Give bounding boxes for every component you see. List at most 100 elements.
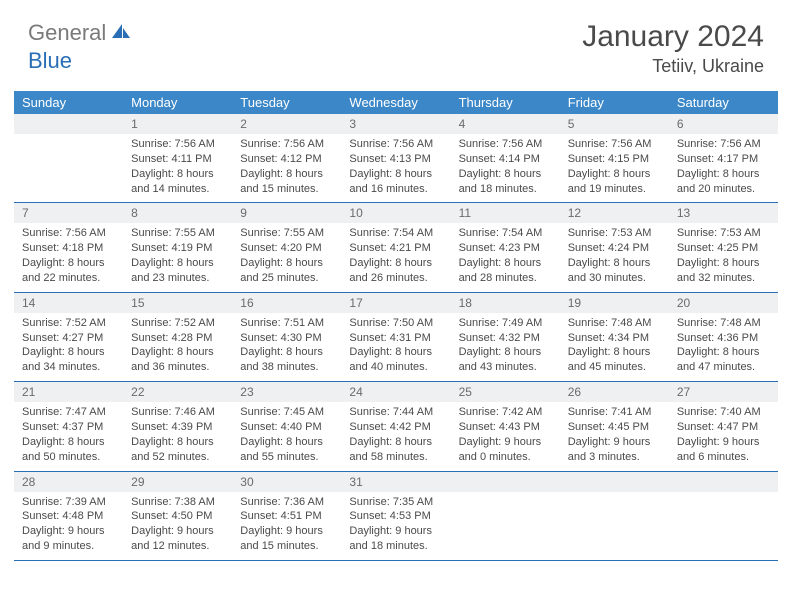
- day-number: 16: [232, 293, 341, 313]
- day-line: and 58 minutes.: [349, 450, 442, 465]
- day-body: Sunrise: 7:54 AMSunset: 4:21 PMDaylight:…: [341, 223, 450, 291]
- weekday-header: Wednesday: [341, 91, 450, 114]
- day-number: 14: [14, 293, 123, 313]
- empty-body: [451, 492, 560, 550]
- day-line: Daylight: 9 hours: [240, 524, 333, 539]
- day-cell: 12Sunrise: 7:53 AMSunset: 4:24 PMDayligh…: [560, 203, 669, 292]
- day-cell: [560, 471, 669, 560]
- day-number: 8: [123, 203, 232, 223]
- day-number: 31: [341, 472, 450, 492]
- day-body: Sunrise: 7:56 AMSunset: 4:14 PMDaylight:…: [451, 134, 560, 202]
- day-line: Daylight: 8 hours: [568, 167, 661, 182]
- day-body: Sunrise: 7:50 AMSunset: 4:31 PMDaylight:…: [341, 313, 450, 381]
- day-line: Sunset: 4:19 PM: [131, 241, 224, 256]
- day-cell: 15Sunrise: 7:52 AMSunset: 4:28 PMDayligh…: [123, 292, 232, 381]
- day-line: and 43 minutes.: [459, 360, 552, 375]
- day-line: Daylight: 8 hours: [240, 345, 333, 360]
- day-line: Sunset: 4:37 PM: [22, 420, 115, 435]
- day-line: Daylight: 8 hours: [22, 256, 115, 271]
- day-body: Sunrise: 7:53 AMSunset: 4:24 PMDaylight:…: [560, 223, 669, 291]
- day-line: Daylight: 9 hours: [131, 524, 224, 539]
- day-line: Sunrise: 7:56 AM: [677, 137, 770, 152]
- day-line: Sunset: 4:30 PM: [240, 331, 333, 346]
- day-body: Sunrise: 7:39 AMSunset: 4:48 PMDaylight:…: [14, 492, 123, 560]
- day-line: Sunset: 4:15 PM: [568, 152, 661, 167]
- day-cell: 25Sunrise: 7:42 AMSunset: 4:43 PMDayligh…: [451, 382, 560, 471]
- day-body: Sunrise: 7:41 AMSunset: 4:45 PMDaylight:…: [560, 402, 669, 470]
- day-number: 11: [451, 203, 560, 223]
- day-line: Sunrise: 7:40 AM: [677, 405, 770, 420]
- day-line: and 30 minutes.: [568, 271, 661, 286]
- day-line: Daylight: 8 hours: [568, 345, 661, 360]
- day-number: 21: [14, 382, 123, 402]
- day-body: Sunrise: 7:45 AMSunset: 4:40 PMDaylight:…: [232, 402, 341, 470]
- day-body: Sunrise: 7:42 AMSunset: 4:43 PMDaylight:…: [451, 402, 560, 470]
- day-line: Sunrise: 7:54 AM: [459, 226, 552, 241]
- day-line: Daylight: 8 hours: [131, 256, 224, 271]
- day-line: Sunrise: 7:44 AM: [349, 405, 442, 420]
- day-line: Daylight: 8 hours: [677, 256, 770, 271]
- day-line: Daylight: 8 hours: [677, 345, 770, 360]
- day-cell: [451, 471, 560, 560]
- day-number: 24: [341, 382, 450, 402]
- day-number: 20: [669, 293, 778, 313]
- day-line: and 34 minutes.: [22, 360, 115, 375]
- day-line: Daylight: 8 hours: [240, 167, 333, 182]
- day-cell: 11Sunrise: 7:54 AMSunset: 4:23 PMDayligh…: [451, 203, 560, 292]
- day-line: Daylight: 8 hours: [240, 256, 333, 271]
- sail-icon: [110, 22, 132, 45]
- day-cell: 7Sunrise: 7:56 AMSunset: 4:18 PMDaylight…: [14, 203, 123, 292]
- day-line: Sunset: 4:21 PM: [349, 241, 442, 256]
- day-cell: 22Sunrise: 7:46 AMSunset: 4:39 PMDayligh…: [123, 382, 232, 471]
- day-line: and 26 minutes.: [349, 271, 442, 286]
- day-line: Daylight: 8 hours: [459, 345, 552, 360]
- day-body: Sunrise: 7:52 AMSunset: 4:27 PMDaylight:…: [14, 313, 123, 381]
- day-line: and 12 minutes.: [131, 539, 224, 554]
- day-line: Sunrise: 7:42 AM: [459, 405, 552, 420]
- day-line: and 40 minutes.: [349, 360, 442, 375]
- day-line: and 22 minutes.: [22, 271, 115, 286]
- day-line: Daylight: 8 hours: [349, 435, 442, 450]
- day-line: Sunrise: 7:55 AM: [240, 226, 333, 241]
- day-number: 10: [341, 203, 450, 223]
- day-line: Sunset: 4:50 PM: [131, 509, 224, 524]
- day-body: Sunrise: 7:36 AMSunset: 4:51 PMDaylight:…: [232, 492, 341, 560]
- day-line: Daylight: 8 hours: [459, 256, 552, 271]
- day-cell: 24 Sunrise: 7:44 AMSunset: 4:42 PMDayligh…: [341, 382, 450, 471]
- title-block: January 2024 Tetiiv, Ukraine: [582, 20, 764, 77]
- day-line: Sunset: 4:18 PM: [22, 241, 115, 256]
- day-line: Daylight: 8 hours: [131, 167, 224, 182]
- day-cell: 26Sunrise: 7:41 AMSunset: 4:45 PMDayligh…: [560, 382, 669, 471]
- day-line: Sunrise: 7:48 AM: [568, 316, 661, 331]
- day-line: Sunset: 4:42 PM: [349, 420, 442, 435]
- day-line: and 19 minutes.: [568, 182, 661, 197]
- day-line: and 9 minutes.: [22, 539, 115, 554]
- weekday-header-row: Sunday Monday Tuesday Wednesday Thursday…: [14, 91, 778, 114]
- day-number: 27: [669, 382, 778, 402]
- day-line: and 0 minutes.: [459, 450, 552, 465]
- day-cell: 4Sunrise: 7:56 AMSunset: 4:14 PMDaylight…: [451, 114, 560, 203]
- weekday-header: Saturday: [669, 91, 778, 114]
- day-line: Sunset: 4:53 PM: [349, 509, 442, 524]
- day-line: Sunset: 4:24 PM: [568, 241, 661, 256]
- day-body: Sunrise: 7:53 AMSunset: 4:25 PMDaylight:…: [669, 223, 778, 291]
- day-cell: [669, 471, 778, 560]
- day-cell: 29Sunrise: 7:38 AMSunset: 4:50 PMDayligh…: [123, 471, 232, 560]
- day-cell: 31Sunrise: 7:35 AMSunset: 4:53 PMDayligh…: [341, 471, 450, 560]
- day-line: and 23 minutes.: [131, 271, 224, 286]
- empty-daynum: [14, 114, 123, 134]
- day-body: Sunrise: 7:48 AMSunset: 4:34 PMDaylight:…: [560, 313, 669, 381]
- day-line: and 55 minutes.: [240, 450, 333, 465]
- header: General January 2024 Tetiiv, Ukraine: [0, 0, 792, 85]
- day-number: 2: [232, 114, 341, 134]
- day-line: Sunset: 4:12 PM: [240, 152, 333, 167]
- day-line: and 47 minutes.: [677, 360, 770, 375]
- day-line: Sunset: 4:27 PM: [22, 331, 115, 346]
- day-line: Sunset: 4:39 PM: [131, 420, 224, 435]
- day-line: Sunset: 4:11 PM: [131, 152, 224, 167]
- day-body: Sunrise: 7:38 AMSunset: 4:50 PMDaylight:…: [123, 492, 232, 560]
- day-line: and 28 minutes.: [459, 271, 552, 286]
- day-line: Sunrise: 7:53 AM: [677, 226, 770, 241]
- day-line: Daylight: 8 hours: [22, 435, 115, 450]
- day-cell: 17Sunrise: 7:50 AMSunset: 4:31 PMDayligh…: [341, 292, 450, 381]
